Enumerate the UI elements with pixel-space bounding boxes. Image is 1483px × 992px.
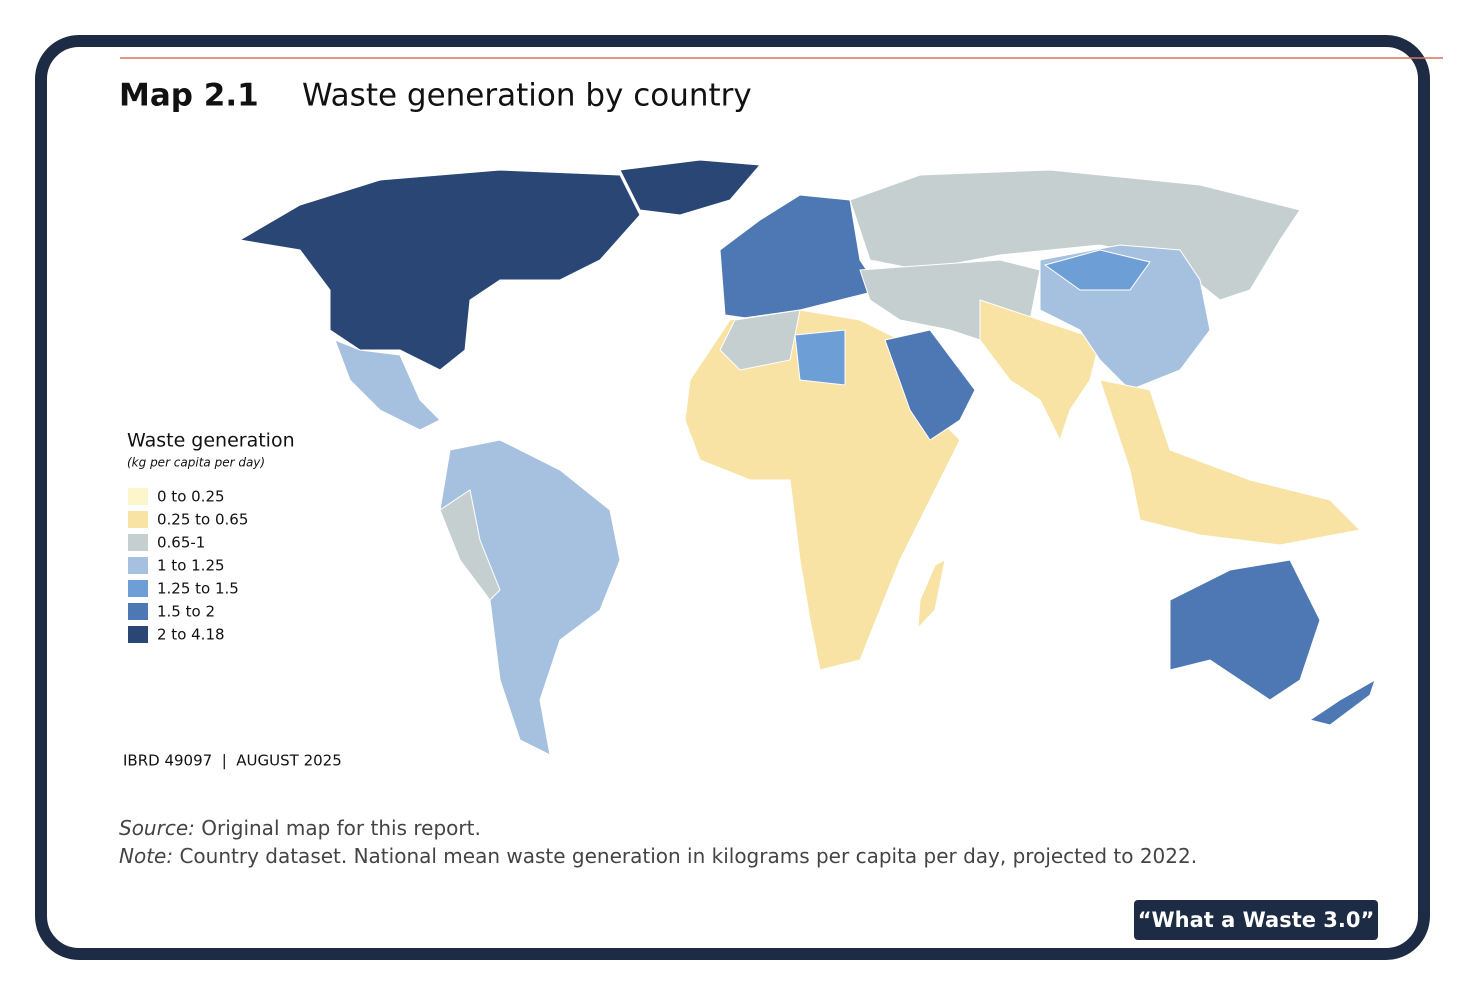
note-label: Note: [119,844,173,868]
legend-swatch [128,603,148,620]
new-zealand [1308,678,1376,726]
map-label: Map 2.1 [119,78,259,114]
source: Source: Original map for this report. [119,816,481,840]
note: Note: Country dataset. National mean was… [119,844,1197,868]
south-asia [979,299,1101,442]
legend-label: 2 to 4.18 [157,626,225,644]
legend-swatch [128,580,148,597]
mongolia [1043,249,1151,291]
africa [684,309,961,671]
legend-label: 0.65-1 [157,534,205,552]
libya [794,329,846,386]
map-id: IBRD 49097 | AUGUST 2025 [123,752,342,770]
legend-label: 1 to 1.25 [157,557,225,575]
legend-label: 1.25 to 1.5 [157,580,239,598]
legend-subtitle: (kg per capita per day) [127,456,265,470]
greenland [619,159,762,216]
badge: “What a Waste 3.0” [1138,908,1375,932]
legend-swatch [128,488,148,505]
australia [1169,559,1321,701]
mexico [334,339,441,431]
arabia [884,329,976,441]
legend: 0 to 0.25 0.25 to 0.65 0.65-1 1 to 1.25 1.25… [128,488,248,644]
andes [439,489,501,601]
legend-swatch [128,557,148,574]
legend-swatch [128,626,148,643]
madagascar [917,559,946,630]
legend-label: 0.25 to 0.65 [157,511,248,529]
world-map [238,159,1376,756]
source-text: Original map for this report. [201,816,481,840]
note-text: Country dataset. National mean waste gen… [179,844,1197,868]
legend-title: Waste generation [127,430,295,452]
north-america [238,169,641,371]
legend-label: 0 to 0.25 [157,488,225,506]
southeast-asia [1099,379,1362,546]
badge-bg [1134,900,1378,940]
map-title: Waste generation by country [302,78,752,114]
source-label: Source: [119,816,195,840]
legend-label: 1.5 to 2 [157,603,215,621]
legend-swatch [128,511,148,528]
legend-swatch [128,534,148,551]
